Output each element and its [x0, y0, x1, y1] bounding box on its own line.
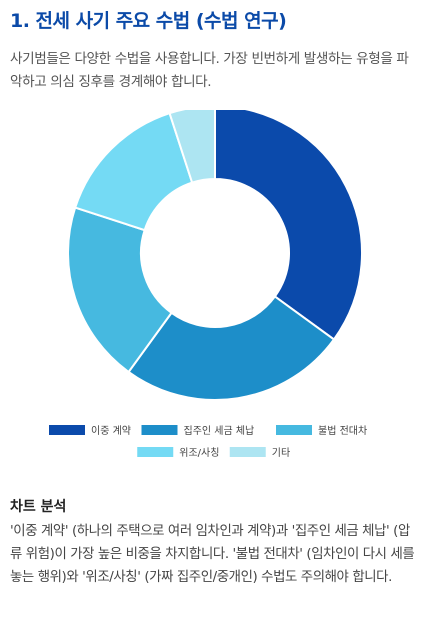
legend-item-2[interactable]: 집주인 세금 체납 [141, 425, 255, 437]
page-description: 사기범들은 다양한 수법을 사용합니다. 가장 빈번하게 발생하는 유형을 파악… [10, 51, 409, 90]
legend-item-1[interactable]: 이중 계약 [49, 425, 131, 437]
slice-5[interactable] [168, 110, 216, 184]
legend-swatch [276, 425, 312, 435]
legend-item-4[interactable]: 위조/사칭 [137, 446, 219, 459]
slice-1[interactable] [214, 110, 363, 341]
legend-label: 불법 전대차 [318, 425, 367, 437]
analysis-section: 차트 분석 '이중 계약' (하나의 주택으로 여러 임차인과 계약)과 '집주… [10, 496, 420, 589]
legend-swatch [141, 425, 178, 435]
analysis-title: 차트 분석 [10, 499, 67, 515]
legend-item-3[interactable]: 불법 전대차 [276, 425, 367, 437]
page-title: 1. 전세 사기 주요 수법 (수법 연구) [10, 10, 287, 32]
legend-swatch [49, 425, 85, 435]
legend-item-5[interactable]: 기타 [229, 447, 290, 459]
legend-swatch [229, 447, 266, 457]
legend-label: 이중 계약 [91, 425, 131, 437]
slice-2[interactable] [127, 295, 336, 401]
slice-3[interactable] [67, 206, 173, 374]
legend-swatch [137, 447, 174, 457]
chart-slices [67, 110, 363, 401]
legend-label: 집주인 세금 체납 [184, 425, 255, 437]
analysis-body: '이중 계약' (하나의 주택으로 여러 임차인과 계약)과 '집주인 세금 체… [10, 524, 415, 585]
legend-label: 위조/사칭 [179, 446, 219, 459]
legend-label: 기타 [272, 447, 290, 459]
